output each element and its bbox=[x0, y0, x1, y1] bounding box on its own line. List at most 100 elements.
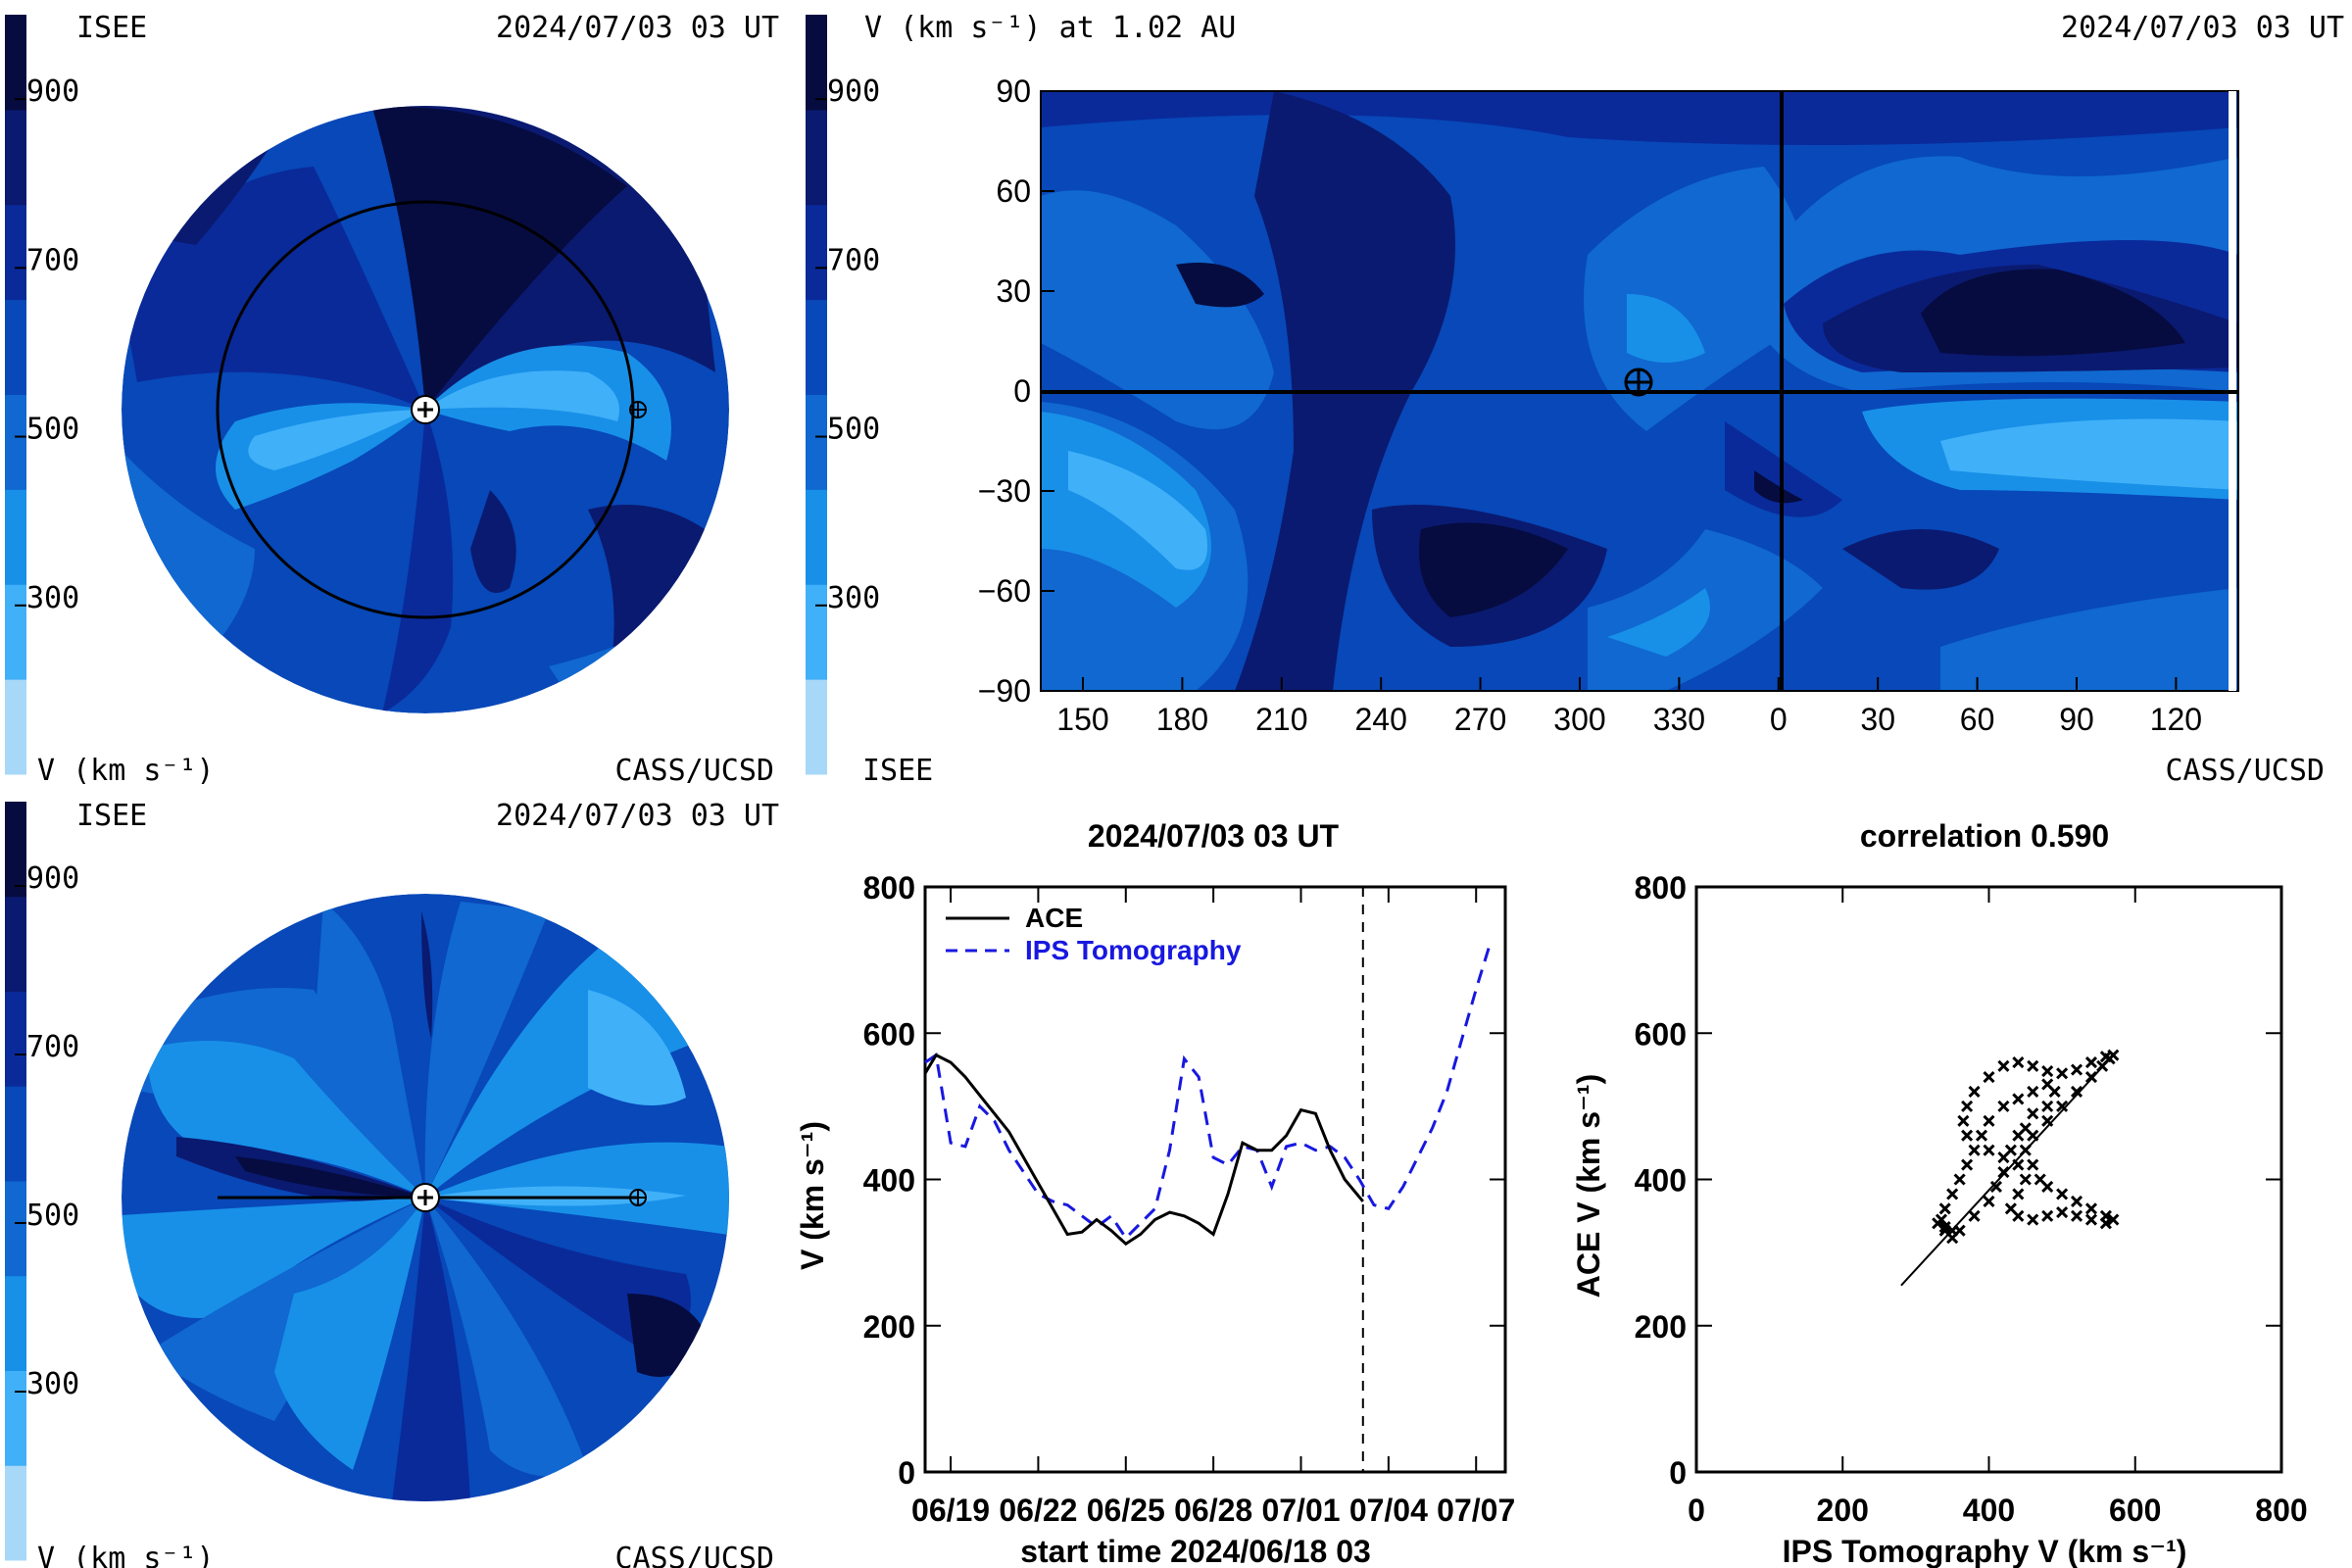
legend-ace-label: ACE bbox=[1025, 903, 1083, 933]
x-tick-label: 07/07 bbox=[1437, 1493, 1515, 1528]
scatter-point bbox=[2027, 1059, 2039, 1072]
timeseries-axes: 0 200 400 600 800 06/19 06/22 06/25 06/28 07/01 07… bbox=[863, 870, 1516, 1528]
scatter-point bbox=[2041, 1180, 2054, 1194]
scatter-point bbox=[2070, 1195, 2083, 1207]
earth-icon bbox=[629, 1189, 647, 1206]
scatter-point bbox=[2004, 1202, 2017, 1215]
x-tick-label: 06/19 bbox=[911, 1493, 990, 1528]
date-label: 2024/07/03 03 UT bbox=[2061, 11, 2344, 45]
scatter-point bbox=[2019, 1173, 2032, 1186]
colorbar-b-tick-label: 700 bbox=[827, 243, 880, 277]
org-label: ISEE bbox=[862, 754, 933, 788]
plot-frame bbox=[1694, 885, 2283, 1474]
colorbar-c-level-2 bbox=[5, 1275, 26, 1371]
colorbar-a-level-5 bbox=[5, 204, 26, 301]
credit-label: CASS/UCSD bbox=[2165, 754, 2325, 788]
sun-cross-icon bbox=[417, 1190, 433, 1205]
scatter-point bbox=[2012, 1093, 2025, 1105]
map-title: V (km s⁻¹) at 1.02 AU bbox=[864, 11, 1236, 45]
scatter-point bbox=[2084, 1056, 2098, 1069]
scatter-point bbox=[2012, 1158, 2025, 1171]
scatter-point bbox=[1997, 1059, 2010, 1072]
y-tick-label: 0 bbox=[1669, 1455, 1687, 1491]
map-x-tick-label: 300 bbox=[1553, 702, 1605, 737]
colorbar-top-right: 900 700 500 300 bbox=[806, 15, 880, 775]
map-y-tick-label: 90 bbox=[996, 74, 1031, 109]
colorbar-bottom-left: 900 700 500 300 bbox=[5, 802, 79, 1561]
x-tick-label: 400 bbox=[1963, 1493, 2015, 1528]
colorbar-top-left: 900 700 500 300 bbox=[5, 15, 79, 775]
colorbar-c-level-5 bbox=[5, 991, 26, 1087]
colorbar-b-tick-label: 500 bbox=[827, 413, 880, 447]
scatter-point bbox=[2084, 1070, 2098, 1084]
colorbar-b-level-0 bbox=[806, 679, 827, 775]
colorbar-a-level-7 bbox=[5, 15, 26, 111]
map-y-tick-label: 60 bbox=[996, 173, 1031, 209]
scatter-point bbox=[1961, 1158, 1974, 1171]
legend: ACE IPS Tomography bbox=[946, 903, 1242, 965]
scatter-point bbox=[2027, 1213, 2039, 1226]
scatter-point bbox=[2041, 1114, 2054, 1127]
colorbar-c-tick-label: 700 bbox=[26, 1030, 79, 1064]
colorbar-a-level-3 bbox=[5, 394, 26, 490]
scatter-axes: 0 200 400 600 800 0 200 400 600 800 bbox=[1635, 870, 2308, 1528]
scatter-point bbox=[2099, 1217, 2112, 1230]
scatter-point bbox=[2056, 1188, 2069, 1200]
scatter-point bbox=[1938, 1202, 1951, 1215]
colorbar-a-level-2 bbox=[5, 489, 26, 585]
map-x-tick-label: 330 bbox=[1653, 702, 1705, 737]
x-tick-label: 06/25 bbox=[1087, 1493, 1165, 1528]
colorbar-b-level-7 bbox=[806, 15, 827, 111]
y-axis-title: V (km s⁻¹) bbox=[795, 1121, 830, 1270]
chart-title: 2024/07/03 03 UT bbox=[1088, 818, 1340, 854]
panel-top-left: 900 700 500 300 ISEE 2024/07/03 03 UT V (km… bbox=[5, 11, 779, 788]
map-y-tick-label: 0 bbox=[1013, 373, 1031, 409]
scatter-point bbox=[2041, 1064, 2054, 1078]
colorbar-a-tick-label: 900 bbox=[26, 74, 79, 109]
map-x-tick-label: 240 bbox=[1355, 702, 1407, 737]
colorbar-c-level-3 bbox=[5, 1181, 26, 1277]
x-tick-label: 06/28 bbox=[1174, 1493, 1252, 1528]
colorbar-b-level-6 bbox=[806, 109, 827, 206]
colorbar-b-level-2 bbox=[806, 489, 827, 585]
map-x-axis: 150 180 210 240 270 300 330 0 30 60 90 120 bbox=[1056, 677, 2202, 737]
map-y-tick-label: −90 bbox=[978, 673, 1031, 709]
y-tick-label: 800 bbox=[863, 870, 915, 906]
velocity-map bbox=[1041, 91, 2238, 691]
scatter-point bbox=[2027, 1107, 2039, 1120]
x-tick-label: 600 bbox=[2109, 1493, 2161, 1528]
scatter-point bbox=[2070, 1209, 2083, 1222]
colorbar-a-level-0 bbox=[5, 679, 26, 775]
scatter-points bbox=[1932, 1049, 2120, 1245]
colorbar-c-level-1 bbox=[5, 1370, 26, 1466]
map-y-tick-label: −30 bbox=[978, 473, 1031, 509]
colorbar-b-level-4 bbox=[806, 299, 827, 395]
colorbar-b-level-1 bbox=[806, 584, 827, 680]
map-x-tick-label: 0 bbox=[1770, 702, 1788, 737]
scatter-point bbox=[1968, 1144, 1981, 1156]
scatter-point bbox=[2027, 1129, 2039, 1142]
map-x-tick-label: 270 bbox=[1454, 702, 1506, 737]
scatter-point bbox=[2099, 1051, 2112, 1063]
velocity-disk bbox=[122, 894, 729, 1501]
scatter-point bbox=[1961, 1129, 1974, 1142]
map-x-tick-label: 90 bbox=[2059, 702, 2094, 737]
scatter-point bbox=[2056, 1067, 2069, 1080]
colorbar-a-level-4 bbox=[5, 299, 26, 395]
y-tick-label: 200 bbox=[1635, 1309, 1687, 1345]
scatter-point bbox=[2027, 1085, 2039, 1099]
panel-bottom-left: 900 700 500 300 ISEE 2024/07/03 03 UT V (km… bbox=[5, 799, 779, 1568]
colorbar-c-tick-label: 500 bbox=[26, 1199, 79, 1233]
colorbar-b-tick-label: 900 bbox=[827, 74, 880, 109]
scatter-point bbox=[1983, 1144, 1995, 1156]
colorbar-b-level-3 bbox=[806, 394, 827, 490]
scatter-point bbox=[1975, 1129, 1988, 1142]
colorbar-c-tick-label: 300 bbox=[26, 1367, 79, 1401]
scatter-point bbox=[1961, 1100, 1974, 1112]
y-axis-title: ACE V (km s⁻¹) bbox=[1571, 1074, 1606, 1298]
sun-cross-icon bbox=[417, 402, 433, 417]
scatter-point bbox=[1938, 1220, 1951, 1234]
map-x-tick-label: 60 bbox=[1960, 702, 1995, 737]
org-label: ISEE bbox=[76, 11, 147, 45]
